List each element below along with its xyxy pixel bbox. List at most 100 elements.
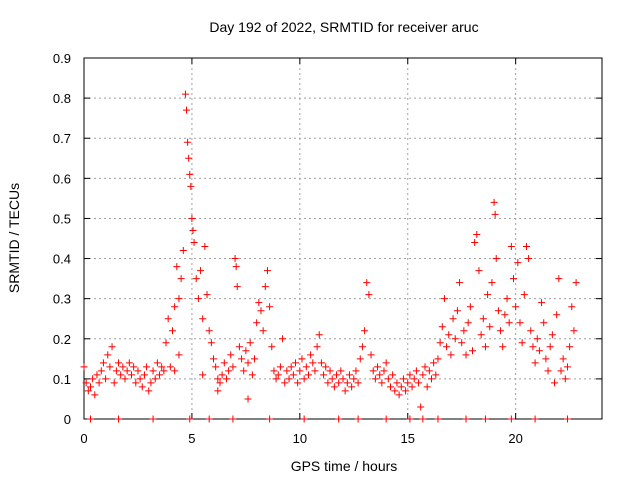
data-point	[546, 343, 554, 351]
data-point	[419, 371, 427, 379]
data-point	[548, 331, 556, 339]
data-point	[307, 351, 315, 359]
x-axis-label: GPS time / hours	[291, 458, 398, 474]
chart-title: Day 192 of 2022, SRMTID for receiver aru…	[209, 19, 478, 35]
x-tick-label: 10	[293, 431, 307, 446]
data-point	[207, 339, 215, 347]
y-tick-label: 0.8	[53, 91, 71, 106]
plot-frame	[83, 57, 603, 420]
data-point	[456, 279, 464, 287]
data-point	[127, 371, 135, 379]
data-point	[348, 383, 356, 391]
data-point	[263, 267, 271, 275]
data-point	[298, 355, 306, 363]
data-point	[333, 371, 341, 379]
data-point	[179, 247, 187, 255]
y-axis-label: SRMTID / TECUs	[6, 183, 22, 293]
data-point	[335, 415, 343, 423]
data-point	[110, 379, 118, 387]
data-point	[270, 367, 278, 375]
data-point	[184, 138, 192, 146]
y-tick-label: 0	[64, 412, 71, 427]
data-point	[371, 375, 379, 383]
data-point	[216, 379, 224, 387]
data-point	[187, 182, 195, 190]
y-tick-label: 0.6	[53, 171, 71, 186]
data-point	[389, 371, 397, 379]
data-point	[481, 415, 489, 423]
data-point	[354, 379, 362, 387]
data-point	[453, 307, 461, 315]
data-point	[451, 335, 459, 343]
data-point	[82, 379, 90, 387]
data-point	[304, 371, 312, 379]
data-point	[233, 283, 241, 291]
data-point	[138, 383, 146, 391]
data-point	[434, 355, 442, 363]
data-point	[296, 367, 304, 375]
data-point	[199, 371, 207, 379]
data-point	[168, 327, 176, 335]
data-point	[86, 383, 94, 391]
data-point	[417, 403, 425, 411]
data-point	[563, 363, 571, 371]
data-point	[119, 363, 127, 371]
data-point	[447, 351, 455, 359]
data-point	[462, 351, 470, 359]
data-point	[238, 355, 246, 363]
data-point	[559, 355, 567, 363]
x-tick-labels: 0 5 10 15 20	[80, 431, 523, 446]
data-point	[229, 363, 237, 371]
data-point	[214, 375, 222, 383]
data-point	[86, 415, 94, 423]
data-point	[317, 359, 325, 367]
data-point	[391, 387, 399, 395]
data-point	[477, 331, 485, 339]
data-point	[175, 295, 183, 303]
data-point	[382, 415, 390, 423]
data-point	[121, 375, 129, 383]
data-point	[490, 198, 498, 206]
data-point	[185, 154, 193, 162]
data-point	[227, 351, 235, 359]
data-point	[181, 90, 189, 98]
data-point	[326, 367, 334, 375]
data-point	[408, 383, 416, 391]
data-point	[361, 327, 369, 335]
data-point	[430, 359, 438, 367]
data-point	[557, 367, 565, 375]
data-point	[367, 351, 375, 359]
data-point	[406, 415, 414, 423]
data-point	[443, 343, 451, 351]
data-point	[108, 343, 116, 351]
data-point	[201, 243, 209, 251]
data-point	[212, 363, 220, 371]
data-point	[205, 415, 213, 423]
data-point	[175, 351, 183, 359]
data-point	[251, 355, 259, 363]
y-tick-label: 0.4	[53, 252, 71, 267]
data-point	[232, 263, 240, 271]
data-point	[149, 367, 157, 375]
data-point	[276, 363, 284, 371]
data-point	[287, 363, 295, 371]
data-point	[419, 415, 427, 423]
data-point	[507, 243, 515, 251]
data-point	[257, 307, 265, 315]
data-point	[164, 315, 172, 323]
data-point	[80, 363, 88, 371]
data-point	[132, 379, 140, 387]
data-point	[259, 327, 267, 335]
data-point	[540, 319, 548, 327]
data-point	[153, 359, 161, 367]
data-point	[134, 367, 142, 375]
data-point	[149, 415, 157, 423]
data-point	[117, 371, 125, 379]
data-point	[531, 359, 539, 367]
data-point	[266, 415, 274, 423]
data-point	[397, 383, 405, 391]
data-point	[352, 367, 360, 375]
y-tick-label: 0.1	[53, 372, 71, 387]
data-point	[292, 359, 300, 367]
